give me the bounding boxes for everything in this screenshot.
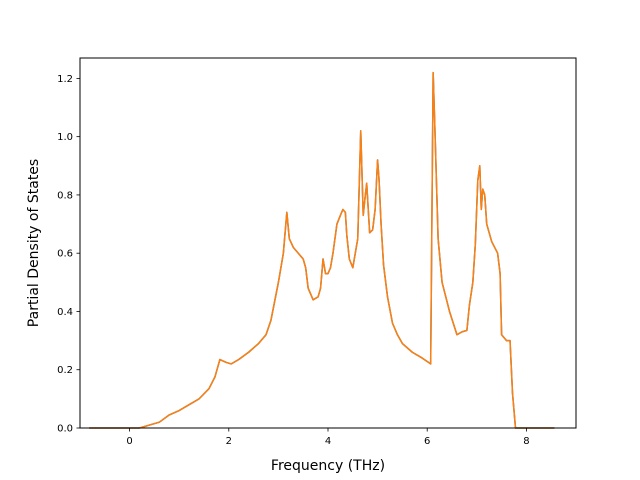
x-axis: 0 2 4 6 8 xyxy=(126,428,530,447)
y-tick-label: 0.4 xyxy=(57,307,73,318)
y-axis: 0.0 0.2 0.4 0.6 0.8 1.0 1.2 xyxy=(57,74,80,435)
y-tick-label: 1.2 xyxy=(57,74,73,85)
x-tick-label: 6 xyxy=(424,436,430,447)
y-axis-label: Partial Density of States xyxy=(26,159,42,327)
x-tick-label: 4 xyxy=(325,436,331,447)
x-tick-label: 0 xyxy=(126,436,132,447)
y-tick-label: 0.2 xyxy=(57,365,73,376)
y-tick-label: 0.0 xyxy=(57,424,73,435)
x-axis-label: Frequency (THz) xyxy=(271,458,385,474)
y-tick-label: 1.0 xyxy=(57,132,73,143)
plot-area xyxy=(80,58,576,428)
x-tick-label: 8 xyxy=(523,436,529,447)
y-tick-label: 0.8 xyxy=(57,190,73,201)
series-layer xyxy=(89,71,555,429)
series-2-line xyxy=(89,71,555,429)
x-tick-label: 2 xyxy=(226,436,232,447)
y-tick-label: 0.6 xyxy=(57,249,73,260)
